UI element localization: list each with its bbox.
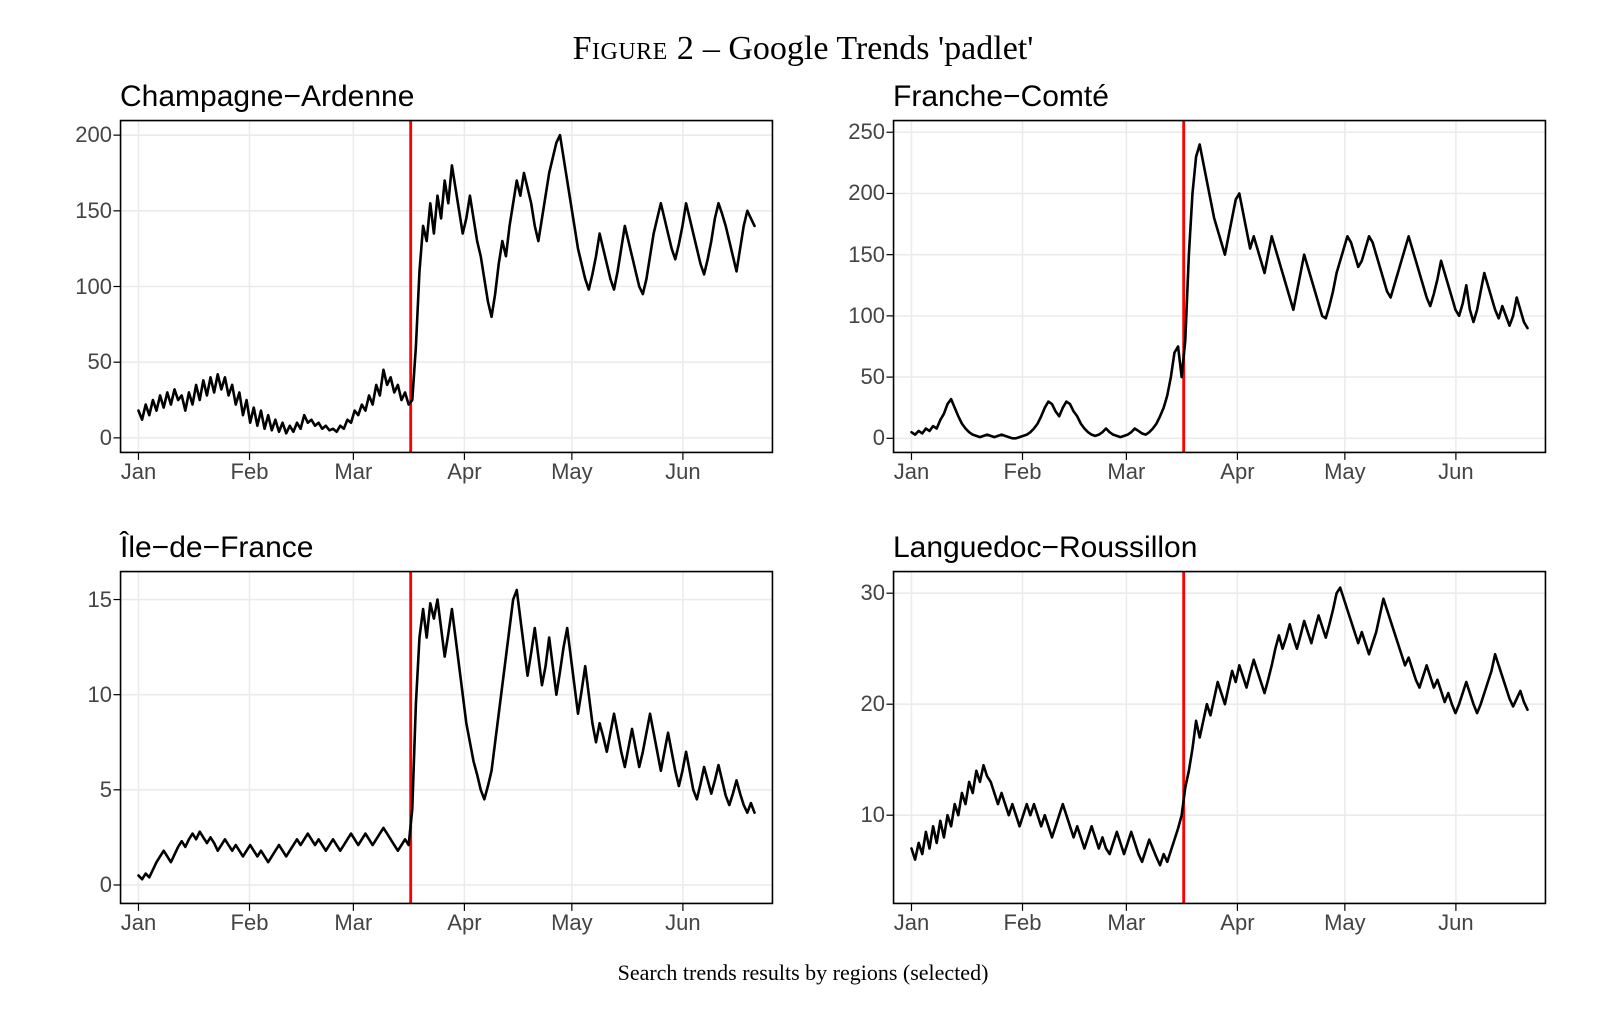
figure-caption: Search trends results by regions (select… <box>60 960 1546 986</box>
figure-label: Figure 2 <box>573 30 695 67</box>
x-tick-label: Mar <box>334 910 372 936</box>
y-tick-label: 200 <box>75 122 112 148</box>
x-tick-label: May <box>1324 459 1366 485</box>
panel-champagne: Champagne−Ardenne 0 50 100 150 200 Jan Feb Mar Ap… <box>60 80 773 491</box>
x-tick-label: Apr <box>1220 910 1254 936</box>
y-tick-label: 0 <box>873 425 885 451</box>
y-tick-label: 0 <box>100 872 112 898</box>
x-tick-label: Jun <box>1438 910 1473 936</box>
plot-area: 0 50 100 150 200 Jan Feb Mar Apr May Jun <box>60 120 773 491</box>
y-tick-label: 10 <box>861 802 885 828</box>
x-axis: Jan Feb Mar Apr May Jun <box>833 904 1546 942</box>
y-tick-label: 150 <box>848 242 885 268</box>
y-tick-label: 200 <box>848 180 885 206</box>
chart-svg <box>120 571 773 904</box>
panel-title: Franche−Comté <box>893 80 1546 114</box>
chart-svg-holder <box>120 120 773 453</box>
y-axis: 0 50 100 150 200 <box>60 120 120 453</box>
x-tick-label: Apr <box>447 910 481 936</box>
x-tick-label: Mar <box>1107 910 1145 936</box>
panel-franche: Franche−Comté 0 50 100 150 200 250 Jan Feb Mar Apr… <box>833 80 1546 491</box>
panel-bg <box>893 571 1546 904</box>
x-tick-label: May <box>1324 910 1366 936</box>
chart-svg-holder <box>893 571 1546 904</box>
x-tick-label: Mar <box>334 459 372 485</box>
panel-idf: Île−de−France 0 5 10 15 Jan Feb Mar Apr May Jun <box>60 531 773 942</box>
panels-grid: Champagne−Ardenne050100150200JanFebMarAp… <box>60 80 1546 942</box>
x-tick-label: Mar <box>1107 459 1145 485</box>
chart-svg <box>893 120 1546 453</box>
x-tick-label: May <box>551 910 593 936</box>
y-tick-label: 50 <box>88 349 112 375</box>
panel-title: Île−de−France <box>120 531 773 565</box>
figure-title-text: Google Trends 'padlet' <box>728 30 1033 67</box>
x-tick-label: Apr <box>447 459 481 485</box>
x-axis: Jan Feb Mar Apr May Jun <box>833 453 1546 491</box>
x-tick-label: Feb <box>231 910 269 936</box>
x-tick-label: Apr <box>1220 459 1254 485</box>
y-axis: 0 50 100 150 200 250 <box>833 120 893 453</box>
y-tick-label: 20 <box>861 691 885 717</box>
panel-title: Languedoc−Roussillon <box>893 531 1546 565</box>
y-tick-label: 15 <box>88 587 112 613</box>
x-tick-label: Jan <box>121 459 156 485</box>
chart-svg <box>120 120 773 453</box>
figure-container: Figure 2 – Google Trends 'padlet' Champa… <box>0 0 1606 1016</box>
panel-languedoc: Languedoc−Roussillon 10 20 30 Jan Feb Mar Apr Ma… <box>833 531 1546 942</box>
plot-area: 0 50 100 150 200 250 Jan Feb Mar Apr May Jun <box>833 120 1546 491</box>
y-tick-label: 150 <box>75 198 112 224</box>
figure-title: Figure 2 – Google Trends 'padlet' <box>60 30 1546 68</box>
x-tick-label: Feb <box>1004 910 1042 936</box>
plot-area: 0 5 10 15 Jan Feb Mar Apr May Jun <box>60 571 773 942</box>
x-tick-label: May <box>551 459 593 485</box>
y-tick-label: 30 <box>861 580 885 606</box>
x-tick-label: Jan <box>121 910 156 936</box>
x-tick-label: Jun <box>1438 459 1473 485</box>
y-tick-label: 250 <box>848 119 885 145</box>
y-tick-label: 5 <box>100 777 112 803</box>
plot-area: 10 20 30 Jan Feb Mar Apr May Jun <box>833 571 1546 942</box>
x-tick-label: Jun <box>665 910 700 936</box>
panel-bg <box>120 571 773 904</box>
x-axis: Jan Feb Mar Apr May Jun <box>60 453 773 491</box>
x-tick-label: Jan <box>894 910 929 936</box>
chart-svg-holder <box>893 120 1546 453</box>
y-tick-label: 100 <box>848 303 885 329</box>
chart-svg <box>893 571 1546 904</box>
y-tick-label: 50 <box>861 364 885 390</box>
y-tick-label: 10 <box>88 682 112 708</box>
x-tick-label: Jun <box>665 459 700 485</box>
x-tick-label: Feb <box>231 459 269 485</box>
x-tick-label: Jan <box>894 459 929 485</box>
panel-title: Champagne−Ardenne <box>120 80 773 114</box>
y-axis: 0 5 10 15 <box>60 571 120 904</box>
figure-title-sep: – <box>694 30 728 67</box>
y-tick-label: 100 <box>75 274 112 300</box>
chart-svg-holder <box>120 571 773 904</box>
x-tick-label: Feb <box>1004 459 1042 485</box>
x-axis: Jan Feb Mar Apr May Jun <box>60 904 773 942</box>
y-axis: 10 20 30 <box>833 571 893 904</box>
y-tick-label: 0 <box>100 425 112 451</box>
